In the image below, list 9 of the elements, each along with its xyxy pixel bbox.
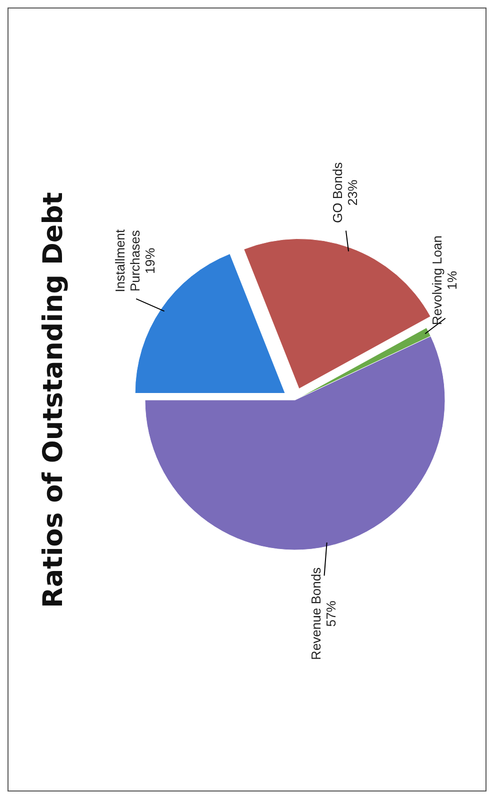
data-label: 23% [344, 179, 360, 206]
data-label: 19% [142, 247, 158, 274]
data-label: 57% [323, 600, 338, 627]
data-label: 1% [444, 270, 460, 290]
slice-label: Revenue Bonds [308, 566, 324, 660]
slice-label: Installment Purchases [112, 229, 143, 292]
slice-label: Revolving Loan [429, 235, 444, 326]
text: Ratios of Outstanding Debt [38, 192, 69, 608]
slice-label: GO Bonds [330, 162, 345, 223]
